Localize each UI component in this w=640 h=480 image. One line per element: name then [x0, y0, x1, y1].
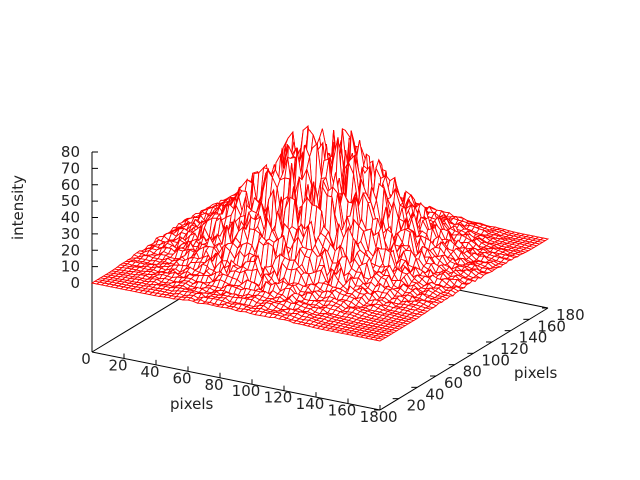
z-tick-label: 40 [61, 209, 80, 227]
z-tick-label: 10 [61, 258, 80, 276]
z-tick-label: 20 [61, 241, 80, 259]
y-tick-label: 60 [444, 374, 463, 392]
y-tick-label: 140 [519, 329, 548, 347]
z-tick-label: 80 [61, 143, 80, 161]
y-tick-label: 100 [481, 351, 510, 369]
y-tick-label: 120 [500, 340, 529, 358]
z-tick-label: 70 [61, 159, 80, 177]
x-tick-label: 180 [360, 408, 389, 426]
surface-cell [373, 337, 385, 342]
y-tick-label: 20 [407, 397, 426, 415]
surface [90, 125, 550, 342]
z-tick-label: 50 [61, 192, 80, 210]
x-tick-label: 40 [140, 363, 159, 381]
x-tick-label: 20 [108, 356, 127, 374]
x-tick-label: 100 [232, 382, 261, 400]
x-tick-label: 120 [264, 389, 293, 407]
y-tick-label: 180 [556, 306, 585, 324]
y-tick-label: 160 [537, 317, 566, 335]
x-tick-label: 60 [172, 369, 191, 387]
x-tick-label: 140 [296, 395, 325, 413]
z-tick-label: 60 [61, 176, 80, 194]
z-tick-label: 0 [70, 274, 80, 292]
y-tick-label: 80 [463, 363, 482, 381]
x-axis-line [91, 351, 381, 411]
x-tick-label: 80 [204, 376, 223, 394]
y-axis-line [379, 307, 549, 411]
y-tick-label: 40 [425, 385, 444, 403]
tick-labels: 0 20 40 60 80 100 120 140 160 180 0204060801001201… [61, 143, 585, 426]
y-tick-label: 0 [388, 408, 398, 426]
x-tick-label: 160 [328, 402, 357, 420]
z-tick-label: 30 [61, 225, 80, 243]
x-tick-label: 0 [81, 350, 91, 368]
